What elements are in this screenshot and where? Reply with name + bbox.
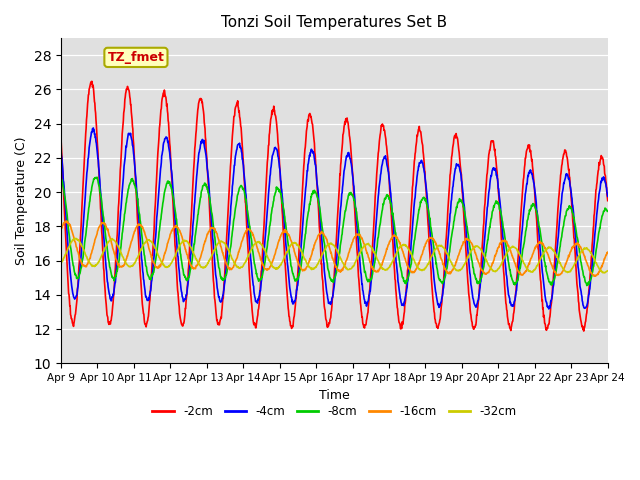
-32cm	[240, 261, 248, 267]
-2cm	[179, 323, 187, 329]
-4cm	[166, 150, 173, 156]
Line: -32cm: -32cm	[61, 239, 608, 273]
-4cm	[179, 296, 187, 301]
-8cm	[540, 248, 547, 254]
-8cm	[583, 283, 591, 288]
-2cm	[166, 141, 173, 146]
-2cm	[580, 328, 588, 334]
-16cm	[491, 252, 499, 258]
-16cm	[57, 227, 65, 233]
Line: -16cm: -16cm	[61, 221, 608, 276]
-8cm	[420, 195, 428, 201]
Line: -8cm: -8cm	[61, 177, 608, 286]
X-axis label: Time: Time	[319, 389, 349, 402]
Text: TZ_fmet: TZ_fmet	[108, 51, 164, 64]
-8cm	[604, 208, 612, 214]
-4cm	[57, 147, 65, 153]
-8cm	[179, 266, 187, 272]
-4cm	[420, 165, 428, 170]
-32cm	[179, 239, 187, 245]
-8cm	[93, 174, 101, 180]
-4cm	[240, 172, 248, 178]
-2cm	[88, 78, 95, 84]
-4cm	[90, 125, 97, 131]
-32cm	[601, 270, 609, 276]
Line: -2cm: -2cm	[61, 81, 608, 331]
Y-axis label: Soil Temperature (C): Soil Temperature (C)	[15, 136, 28, 265]
-16cm	[166, 234, 173, 240]
Legend: -2cm, -4cm, -8cm, -16cm, -32cm: -2cm, -4cm, -8cm, -16cm, -32cm	[148, 400, 521, 422]
-8cm	[166, 179, 173, 185]
-16cm	[179, 238, 187, 243]
-8cm	[57, 175, 65, 181]
-4cm	[491, 166, 499, 171]
-32cm	[57, 260, 65, 265]
Line: -4cm: -4cm	[61, 128, 608, 309]
-32cm	[491, 268, 499, 274]
-4cm	[545, 306, 553, 312]
-32cm	[72, 236, 80, 241]
-2cm	[240, 176, 248, 181]
Title: Tonzi Soil Temperatures Set B: Tonzi Soil Temperatures Set B	[221, 15, 447, 30]
-2cm	[491, 146, 499, 152]
-4cm	[540, 276, 547, 281]
-16cm	[604, 250, 612, 255]
-2cm	[57, 136, 65, 142]
-32cm	[420, 266, 428, 272]
-8cm	[240, 188, 248, 193]
-8cm	[491, 201, 499, 207]
-16cm	[590, 273, 598, 279]
-4cm	[604, 193, 612, 199]
-32cm	[166, 263, 173, 268]
-2cm	[540, 305, 547, 311]
-16cm	[540, 241, 547, 247]
-2cm	[604, 198, 612, 204]
-16cm	[240, 232, 248, 238]
-2cm	[420, 152, 428, 157]
-16cm	[63, 218, 70, 224]
-16cm	[420, 247, 428, 253]
-32cm	[604, 268, 612, 274]
-32cm	[540, 251, 547, 257]
